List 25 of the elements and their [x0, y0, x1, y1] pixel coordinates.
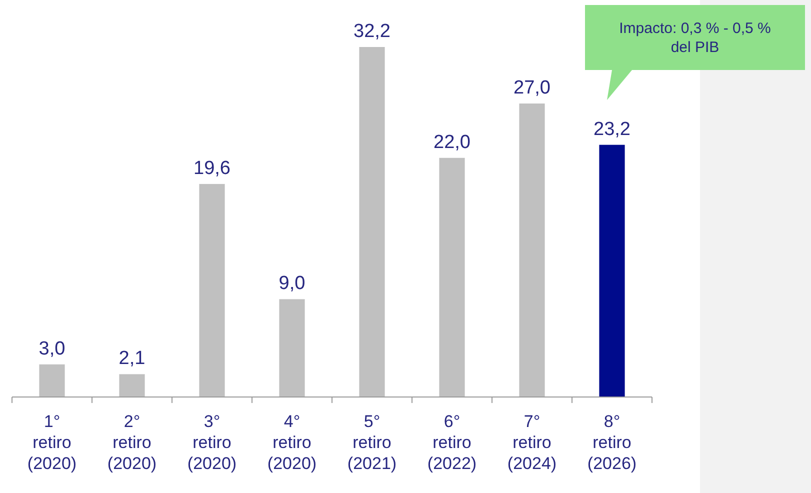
- x-tick-label: 3° retiro (2020): [187, 412, 237, 473]
- data-label: 2,1: [118, 348, 146, 370]
- bar: [439, 158, 465, 397]
- data-label: 32,2: [354, 21, 390, 42]
- bar: [199, 184, 225, 397]
- data-label: 3,0: [38, 338, 66, 360]
- bar: [39, 364, 65, 397]
- bar: [279, 299, 305, 397]
- data-label: 27,0: [514, 78, 550, 99]
- x-tick-label: 8° retiro (2026): [587, 412, 637, 473]
- x-tick-label: 7° retiro (2024): [507, 412, 557, 473]
- bar: [599, 144, 625, 397]
- x-tick-label: 4° retiro (2020): [267, 412, 317, 473]
- annotation: Impacto: 0,3 % - 0,5 % del PIB: [619, 20, 771, 56]
- data-label: 9,0: [278, 273, 306, 294]
- data-label: 23,2: [594, 118, 630, 140]
- bar: [119, 374, 145, 397]
- data-label: 22,0: [434, 132, 470, 153]
- x-tick-label: 6° retiro (2022): [427, 412, 477, 473]
- x-tick-label: 5° retiro (2021): [347, 412, 397, 473]
- data-label: 19,6: [194, 158, 230, 179]
- x-tick-label: 2° retiro (2020): [107, 412, 157, 473]
- x-tick-label: 1° retiro (2020): [27, 412, 77, 473]
- bar: [359, 47, 385, 397]
- bar: [519, 104, 545, 397]
